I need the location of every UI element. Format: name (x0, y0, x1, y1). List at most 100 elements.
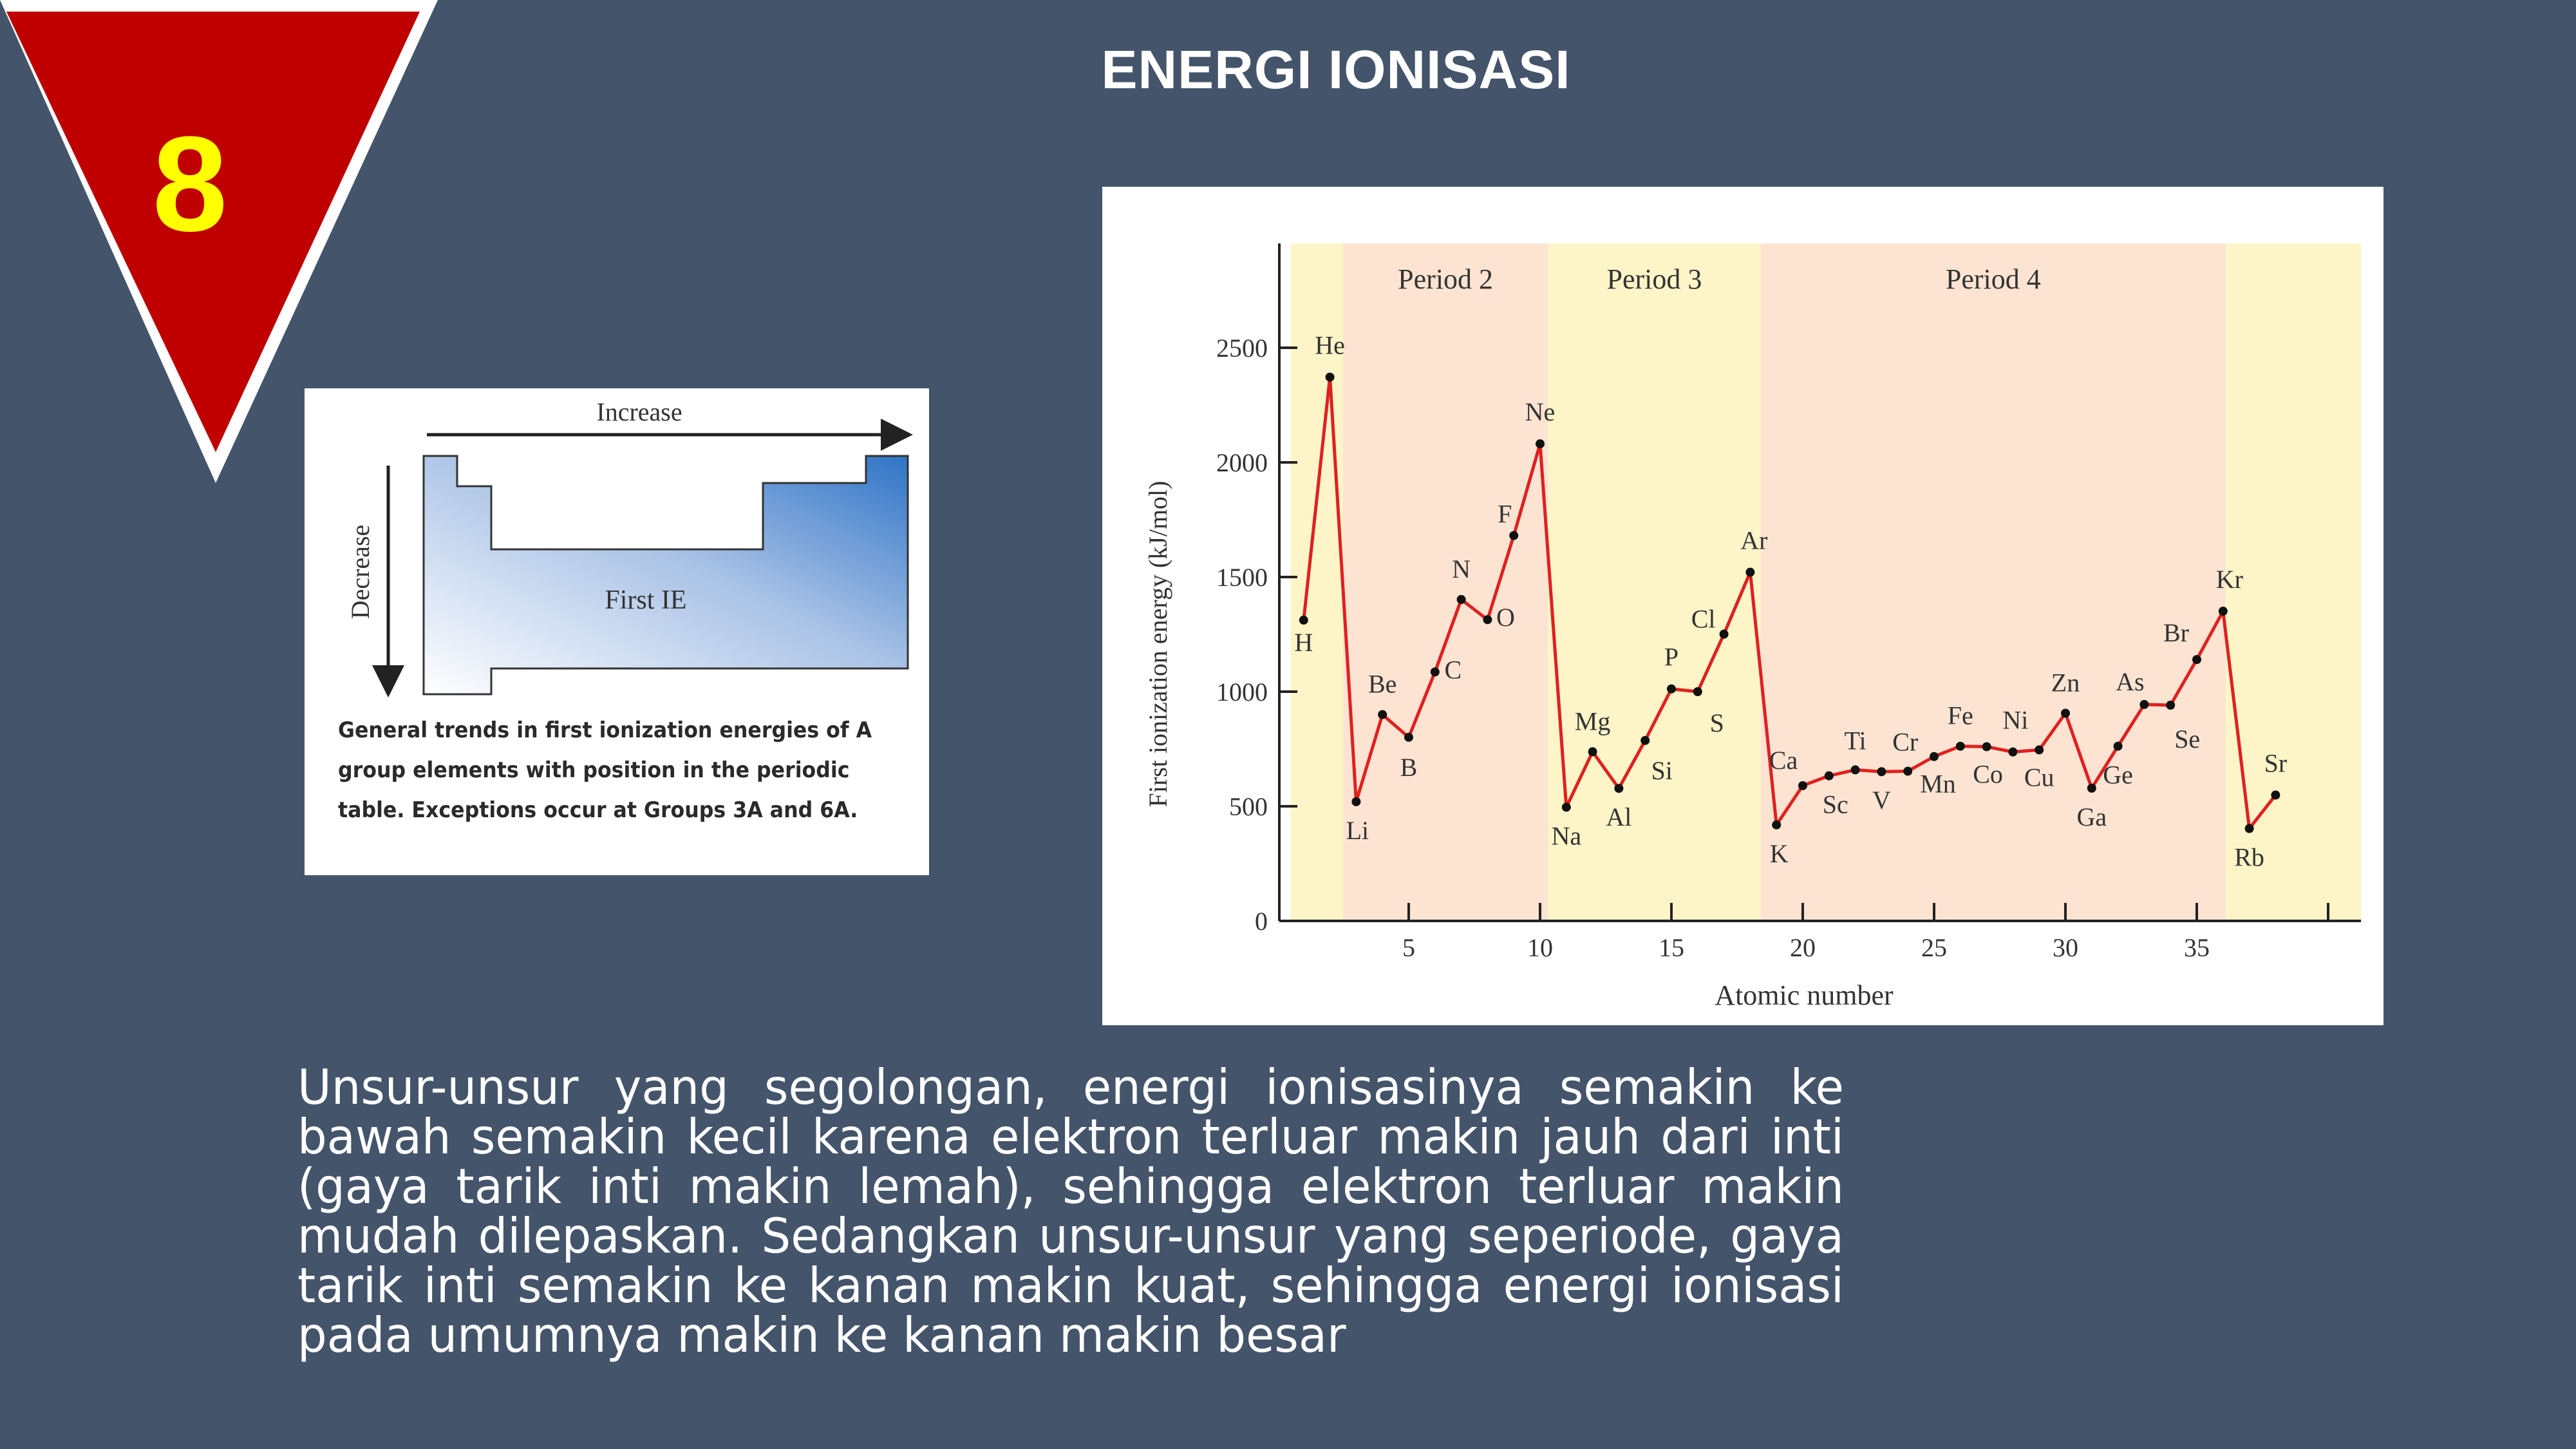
element-label: S (1710, 708, 1724, 737)
element-label: Na (1551, 821, 1581, 850)
data-point (1614, 784, 1624, 793)
element-label: Kr (2216, 565, 2243, 594)
data-point (2218, 607, 2228, 616)
data-point (1561, 802, 1571, 812)
element-label: Be (1368, 670, 1396, 699)
data-point (1483, 615, 1492, 625)
data-point (1536, 439, 1545, 449)
element-label: Mg (1575, 706, 1611, 735)
x-tick-label: 25 (1921, 933, 1947, 962)
element-label: C (1444, 655, 1462, 684)
y-tick-label: 1000 (1216, 677, 1268, 706)
period-bands: Period 2 Period 3 Period 4 (1290, 243, 2361, 921)
slide-number-badge: 8 (0, 0, 451, 489)
ionization-energy-chart: Period 2 Period 3 Period 4 0 500 1000 1500 200… (1102, 187, 2383, 1025)
element-label: V (1872, 786, 1891, 815)
element-label: Ne (1525, 397, 1556, 426)
element-label: Se (2174, 724, 2200, 753)
period-label: Period 2 (1398, 263, 1493, 295)
period-band-0 (1290, 243, 1343, 921)
data-point (2035, 745, 2044, 755)
data-point (2061, 708, 2070, 718)
explanation-text: Unsur-unsur yang segolongan, energi ioni… (297, 1059, 1844, 1363)
data-point (1903, 766, 1913, 776)
y-tick-label: 2500 (1216, 334, 1268, 363)
data-point (2271, 790, 2280, 800)
element-label: Ar (1740, 526, 1767, 555)
y-tick-label: 0 (1255, 907, 1268, 936)
data-point (1456, 594, 1466, 604)
decrease-label: Decrease (346, 525, 375, 620)
element-label: Rb (2234, 843, 2264, 872)
data-point (1299, 615, 1308, 625)
element-label: Cl (1691, 605, 1716, 634)
data-point (1877, 767, 1886, 777)
x-tick-label: 35 (2184, 933, 2210, 962)
element-label: Sr (2264, 749, 2288, 778)
data-point (2113, 741, 2123, 751)
first-ie-label: First IE (605, 585, 686, 615)
data-point (2008, 747, 2018, 757)
ie-trend-diagram: Increase Decrease First IE General trend… (305, 388, 929, 875)
data-point (1772, 820, 1782, 829)
data-point (1588, 747, 1597, 757)
data-point (2166, 701, 2176, 710)
element-label: B (1400, 753, 1418, 782)
x-tick-label: 20 (1790, 933, 1816, 962)
data-point (1930, 752, 1939, 761)
data-point (2087, 783, 2096, 793)
y-tick-label: 2000 (1216, 448, 1268, 477)
element-label: Sc (1823, 790, 1848, 819)
data-point (2139, 699, 2149, 709)
data-point (1509, 531, 1519, 540)
ionization-energy-line (1302, 375, 2277, 831)
x-tick-label: 30 (2053, 933, 2078, 962)
data-point (1378, 710, 1387, 719)
data-point (1325, 372, 1335, 382)
element-label: N (1452, 554, 1471, 583)
element-label: F (1498, 500, 1512, 529)
x-tick-label: 15 (1659, 933, 1684, 962)
element-label: Ga (2076, 802, 2107, 831)
trend-figure: Increase Decrease First IE (346, 397, 913, 697)
data-point (1641, 735, 1650, 745)
element-labels: H He Li Be B C NO F Ne Na Mg Al Si P S Cl Ar K Ca Sc Ti VCrMn… (1294, 331, 2287, 872)
element-label: Cr (1892, 728, 1918, 757)
element-label: Ni (2002, 706, 2028, 735)
element-label: Si (1651, 756, 1673, 785)
data-point (1982, 742, 1991, 752)
element-label: He (1315, 331, 1345, 360)
element-label: As (2116, 667, 2144, 696)
element-label: Ti (1845, 726, 1866, 755)
periodic-table-shape (422, 455, 909, 696)
data-point (1667, 684, 1676, 694)
data-point (1824, 771, 1834, 781)
data-point (1955, 741, 1965, 751)
period-band-4 (2225, 243, 2361, 921)
data-points (1299, 372, 2280, 833)
data-point (1404, 732, 1413, 742)
data-point (1430, 667, 1440, 677)
y-tick-label: 500 (1229, 792, 1268, 821)
element-label: Br (2163, 618, 2189, 647)
element-label: Fe (1948, 701, 1973, 730)
x-tick-label: 10 (1527, 933, 1553, 962)
period-band-1 (1343, 243, 1548, 921)
data-point (1351, 797, 1361, 806)
trend-caption: General trends in first ionization energ… (338, 717, 872, 823)
element-label: Mn (1920, 770, 1956, 799)
element-label: Zn (2051, 668, 2080, 697)
element-label: Li (1346, 816, 1369, 845)
chart-axes: 0 500 1000 1500 2000 2500 5 10 15 20 25 30 35 (1216, 243, 2361, 962)
data-point (1745, 567, 1755, 577)
element-label: P (1664, 643, 1678, 672)
data-point (1798, 781, 1807, 790)
element-label: O (1496, 603, 1515, 632)
element-label: Al (1606, 802, 1631, 831)
period-label: Period 4 (1946, 263, 2041, 295)
data-point (2244, 824, 2254, 833)
x-tick-label: 5 (1402, 933, 1415, 962)
data-point (1850, 765, 1860, 775)
element-label: Cu (2024, 762, 2054, 791)
slide-title: ENERGI IONISASI (1101, 39, 1571, 100)
